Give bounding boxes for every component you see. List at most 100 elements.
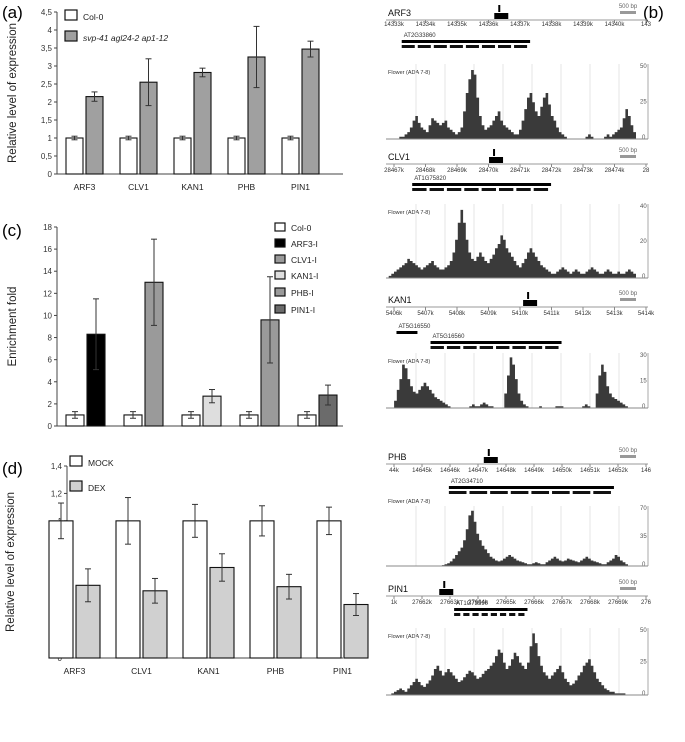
signal-profile [386, 70, 636, 139]
gene-model [448, 486, 614, 489]
ruler-label: 146 [641, 468, 652, 474]
ruler-label: 14338k [542, 22, 563, 28]
exon-block [518, 613, 525, 616]
ruler-label: 27664k [468, 600, 489, 606]
y-axis-label: Relative level of expression [7, 23, 19, 163]
exon-block [490, 613, 497, 616]
signal-profile [386, 633, 636, 695]
exon-block [531, 491, 550, 494]
exon-block [496, 346, 510, 349]
gene-label: AT1G75820 [414, 176, 447, 182]
track-title: KAN1 [388, 295, 412, 305]
exon-block [498, 45, 512, 48]
y-tick-label: 12 [43, 289, 52, 298]
y-tick-label: 4,5 [41, 8, 53, 17]
signal-min: 0 [642, 691, 646, 697]
exon-block [429, 188, 444, 191]
y-tick-label: 3 [48, 62, 53, 71]
y-tick-label: 1,2 [51, 489, 63, 498]
panel-c-bar-chart: (c) 0 2 4 6 8 10 12 14 16 18 Enrichment fold Col-0 A… [2, 221, 343, 431]
track-title: ARF3 [388, 8, 411, 18]
panel-b-genome-tracks: (b) ARF3 500 bp 14333k 14334k 14335k 14336k 14… [384, 3, 664, 697]
y-tick-label: 4 [48, 26, 53, 35]
legend-label: PIN1-I [291, 305, 315, 315]
gene-label: AT1G73590 [456, 601, 489, 607]
ruler-label: 44k [389, 468, 400, 474]
scale-label: 500 bp [619, 580, 638, 586]
y-tick-label: 2,5 [41, 80, 53, 89]
y-tick-label: 1 [48, 134, 53, 143]
exon-block [417, 45, 431, 48]
exon-block [481, 188, 496, 191]
gene-model [412, 183, 552, 186]
gene-label: AT5G16550 [398, 324, 431, 330]
y-tick-label: 0 [48, 170, 53, 179]
ruler-label: 27663k [440, 600, 461, 606]
ruler-label: 27669k [608, 600, 629, 606]
ruler-label: 28469k [447, 168, 468, 174]
scale-bar [620, 298, 636, 301]
signal-min: 0 [642, 274, 646, 280]
signal-mid: 35 [640, 534, 647, 540]
ruler-label: 27666k [524, 600, 545, 606]
bar-svp-41 agl24-2 ap1-12 [301, 48, 320, 175]
scale-bar [620, 11, 636, 14]
ruler-label: 5414k [638, 311, 655, 317]
category-label: CLV1 [131, 666, 152, 676]
exon-block [463, 613, 470, 616]
scale-bar [620, 587, 636, 590]
bar-MOCK [182, 520, 208, 659]
y-axis-label: Relative level of expression [5, 492, 17, 632]
signal-max: 30 [640, 353, 647, 359]
exon-block [430, 346, 444, 349]
bar-MOCK [316, 520, 342, 659]
ruler-label: 5413k [606, 311, 623, 317]
scale-label: 500 bp [619, 291, 638, 297]
y-tick-label: 14 [43, 267, 52, 276]
legend-label: DEX [88, 483, 106, 493]
panel-a-bar-chart: (a) 0 0,5 1 1,5 2 2,5 3 3,5 4 4,5 Relative level o… [2, 3, 343, 192]
signal-max: 50 [640, 628, 647, 634]
gene-model [454, 608, 528, 611]
ruler-label: 27668k [580, 600, 601, 606]
exon-block [509, 613, 516, 616]
locus-box [489, 157, 504, 163]
ruler-label: 5412k [575, 311, 592, 317]
ruler-label: 27665k [496, 600, 517, 606]
flower-track-label: Flower (ADA 7-8) [388, 499, 430, 505]
signal-max: 40 [640, 204, 647, 210]
ruler-label: 14335k [447, 22, 468, 28]
y-tick-label: 16 [43, 245, 52, 254]
scale-label: 500 bp [619, 4, 638, 10]
signal-profile [386, 209, 636, 278]
y-tick-label: 10 [43, 311, 52, 320]
ruler-label: 14649k [524, 468, 545, 474]
legend-label: ARF3-I [291, 239, 318, 249]
gene-label: AT5G16560 [433, 334, 466, 340]
legend-swatch-ARF3-I [274, 238, 286, 248]
legend-swatch-PIN1-I [274, 304, 286, 314]
flower-track-label: Flower (ADA 7-8) [388, 210, 430, 216]
exon-block [401, 45, 415, 48]
gene-model [430, 341, 562, 344]
ruler-label: 14339k [573, 22, 594, 28]
signal-mid: 20 [640, 239, 647, 245]
ruler-label: 14336k [479, 22, 500, 28]
track-title: CLV1 [388, 152, 410, 162]
locus-box [523, 300, 538, 306]
ruler-label: 14334k [416, 22, 437, 28]
ruler-label: 28 [643, 168, 650, 174]
ruler-label: 14645k [412, 468, 433, 474]
legend-label: svp-41 agl24-2 ap1-12 [83, 33, 168, 43]
bar-MOCK [249, 520, 275, 659]
exon-block [469, 491, 488, 494]
ruler-label: 28467k [384, 168, 405, 174]
legend-swatch-CLV1-I [274, 254, 286, 264]
ruler-label: 14652k [608, 468, 629, 474]
panel-c-label: (c) [2, 221, 22, 240]
signal-min: 0 [642, 404, 646, 410]
y-tick-label: 2 [48, 98, 53, 107]
ruler-label: 28470k [479, 168, 500, 174]
locus-box [494, 13, 509, 19]
